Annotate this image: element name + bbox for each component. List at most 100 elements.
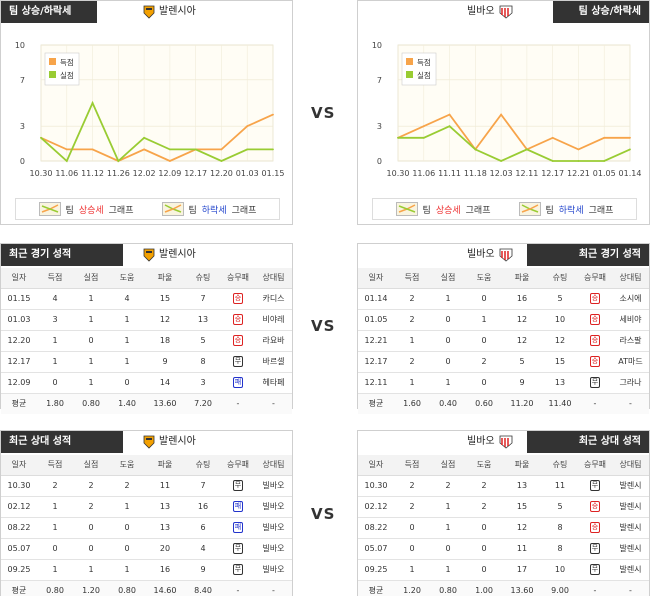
table-cell: 빌바오 — [255, 538, 292, 560]
table-row: 01.15 4 1 4 15 7 승 카디스 — [1, 288, 292, 310]
table-cell: 2 — [430, 475, 466, 497]
table-cell: 2 — [466, 351, 502, 373]
column-header: 도움 — [466, 455, 502, 476]
table-cell: 1 — [430, 372, 466, 394]
table-cell: 헤타페 — [255, 372, 292, 394]
result-cell: 무 — [221, 475, 255, 497]
result-badge: 무 — [590, 377, 600, 388]
h2h-table-right: 일자 득점 실점 도움 파울 슈팅 승무패 상대팀 10.30 2 2 2 13 11 무 발렌시 02.12 2… — [358, 455, 649, 596]
table-cell: 5 — [185, 330, 221, 352]
table-cell: 01.03 — [1, 309, 37, 331]
result-badge: 무 — [233, 543, 243, 554]
up-legend-right: 팀 상승세 그래프 — [395, 202, 491, 216]
valencia-crest-icon — [143, 435, 155, 449]
average-cell: 13.60 — [145, 393, 185, 414]
result-badge: 패 — [233, 377, 243, 388]
table-cell: 8 — [542, 538, 578, 560]
table-cell: 3 — [37, 309, 73, 331]
table-cell: 1 — [394, 330, 430, 352]
data-point — [551, 136, 554, 139]
result-badge: 무 — [590, 480, 600, 491]
table-cell: 1 — [37, 496, 73, 518]
table-cell: 13 — [145, 517, 185, 539]
result-badge: 승 — [590, 522, 600, 533]
table-cell: 0 — [466, 330, 502, 352]
table-row: 12.17 2 0 2 5 15 승 AT마드 — [358, 351, 649, 373]
table-cell: 16 — [145, 559, 185, 581]
column-header: 슈팅 — [542, 455, 578, 476]
table-cell: 0 — [430, 330, 466, 352]
data-point — [143, 136, 146, 139]
h2h-table-left: 일자 득점 실점 도움 파울 슈팅 승무패 상대팀 10.30 2 2 2 11 7 무 빌바오 02.12 1 2… — [1, 455, 292, 596]
table-cell: 11 — [145, 475, 185, 497]
table-cell: 0 — [37, 372, 73, 394]
column-header: 파울 — [502, 455, 542, 476]
x-tick-label: 11.06 — [55, 169, 78, 178]
column-header: 승무패 — [578, 268, 612, 289]
result-cell: 승 — [221, 288, 255, 310]
table-cell: 12.21 — [358, 330, 394, 352]
table-cell: 12.17 — [358, 351, 394, 373]
table-cell: 1 — [394, 559, 430, 581]
table-cell: 빌바오 — [255, 559, 292, 581]
table-cell: 0 — [109, 372, 145, 394]
table-cell: 10.30 — [358, 475, 394, 497]
table-cell: 05.07 — [358, 538, 394, 560]
data-point — [220, 160, 223, 162]
result-cell: 승 — [578, 309, 612, 331]
table-row: 12.11 1 1 0 9 13 무 그라나 — [358, 372, 649, 394]
average-cell: 11.40 — [542, 393, 578, 414]
average-cell: 0.80 — [430, 580, 466, 596]
table-cell: 1 — [73, 288, 109, 310]
column-header: 승무패 — [578, 455, 612, 476]
data-point — [603, 160, 606, 162]
table-cell: 1 — [430, 288, 466, 310]
column-header: 도움 — [109, 455, 145, 476]
table-cell: 1 — [37, 517, 73, 539]
table-cell: 0 — [430, 538, 466, 560]
data-point — [246, 148, 249, 151]
average-cell: 9.00 — [542, 580, 578, 596]
table-cell: 0 — [466, 372, 502, 394]
table-row: 08.22 0 1 0 12 8 승 발렌시 — [358, 517, 649, 539]
table-cell: 0 — [73, 538, 109, 560]
column-header: 일자 — [1, 268, 37, 289]
series-line-conceded — [40, 100, 273, 163]
result-cell: 승 — [578, 351, 612, 373]
table-cell: 발렌시 — [612, 496, 649, 518]
table-cell: 02.12 — [358, 496, 394, 518]
data-point — [629, 148, 631, 151]
table-cell: 12 — [502, 330, 542, 352]
average-cell: 평균 — [358, 580, 394, 596]
column-header: 슈팅 — [185, 268, 221, 289]
x-tick-label: 11.11 — [438, 169, 461, 178]
column-header: 슈팅 — [542, 268, 578, 289]
trend-header-left: 팀 상승/하락세 — [1, 1, 97, 23]
data-point — [474, 148, 477, 151]
table-cell: 7 — [185, 475, 221, 497]
average-cell: - — [612, 580, 649, 596]
result-badge: 승 — [590, 293, 600, 304]
recent-team-left: 발렌시아 — [143, 244, 196, 266]
average-cell: 13.60 — [502, 580, 542, 596]
data-point — [629, 136, 631, 139]
x-tick-label: 12.20 — [210, 169, 233, 178]
table-cell: 01.14 — [358, 288, 394, 310]
result-cell: 승 — [578, 288, 612, 310]
table-cell: 9 — [502, 372, 542, 394]
x-tick-label: 01.14 — [619, 169, 642, 178]
table-cell: 02.12 — [1, 496, 37, 518]
table-cell: 2 — [466, 475, 502, 497]
table-cell: 8 — [542, 517, 578, 539]
table-cell: 20 — [145, 538, 185, 560]
data-point — [500, 113, 503, 116]
data-point — [422, 136, 425, 139]
x-tick-label: 10.30 — [387, 169, 410, 178]
data-point — [272, 148, 274, 151]
table-cell: 01.15 — [1, 288, 37, 310]
table-cell: 12.17 — [1, 351, 37, 373]
y-tick-label: 7 — [20, 76, 25, 85]
h2h-team-left: 발렌시아 — [143, 431, 196, 453]
table-cell: 9 — [185, 559, 221, 581]
vs-label-1: VS — [311, 104, 336, 122]
